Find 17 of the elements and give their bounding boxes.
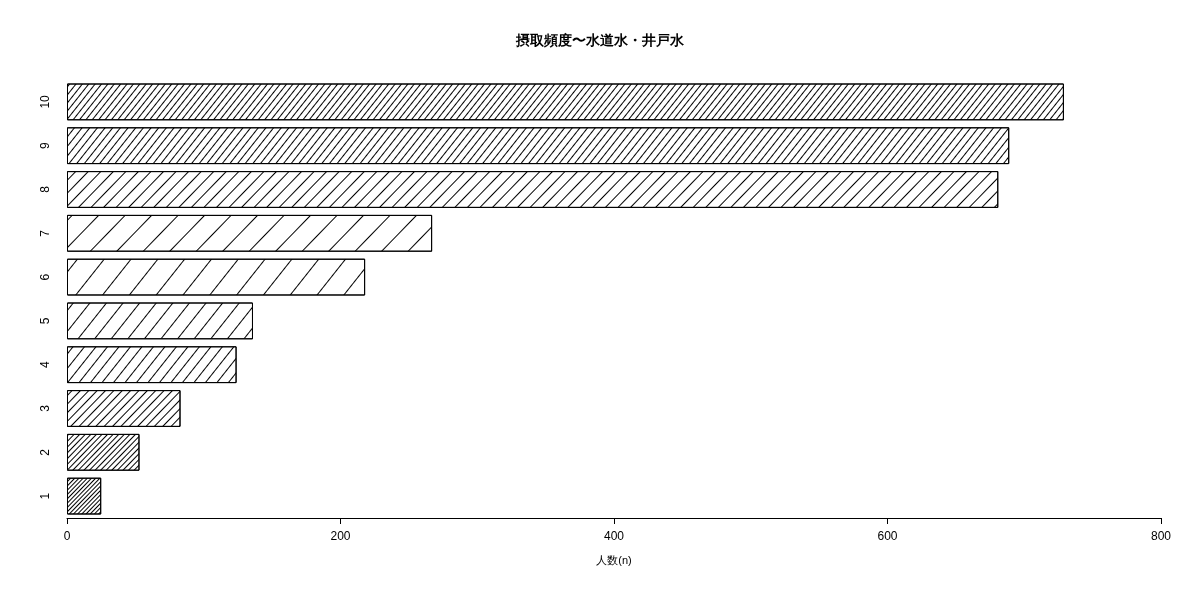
x-tick-label: 200 xyxy=(330,529,351,543)
x-tick-label: 800 xyxy=(1150,529,1172,543)
y-tick-label: 5 xyxy=(38,317,52,325)
chart-title: 摂取頻度〜水道水・井戸水 xyxy=(515,32,685,48)
y-tick-label: 4 xyxy=(38,361,52,369)
y-tick-label: 1 xyxy=(38,492,52,500)
x-tick-label: 600 xyxy=(877,529,898,543)
x-tick-label: 0 xyxy=(63,529,71,543)
y-tick-label: 7 xyxy=(38,229,52,237)
y-tick-label: 2 xyxy=(38,448,52,456)
x-axis-title: 人数(n) xyxy=(596,553,632,566)
y-tick-label: 10 xyxy=(38,94,52,109)
y-tick-label: 8 xyxy=(38,185,52,193)
y-tick-label: 3 xyxy=(38,404,52,412)
x-tick-label: 400 xyxy=(603,529,625,543)
y-tick-label: 6 xyxy=(38,273,52,281)
y-tick-label: 9 xyxy=(38,142,52,150)
